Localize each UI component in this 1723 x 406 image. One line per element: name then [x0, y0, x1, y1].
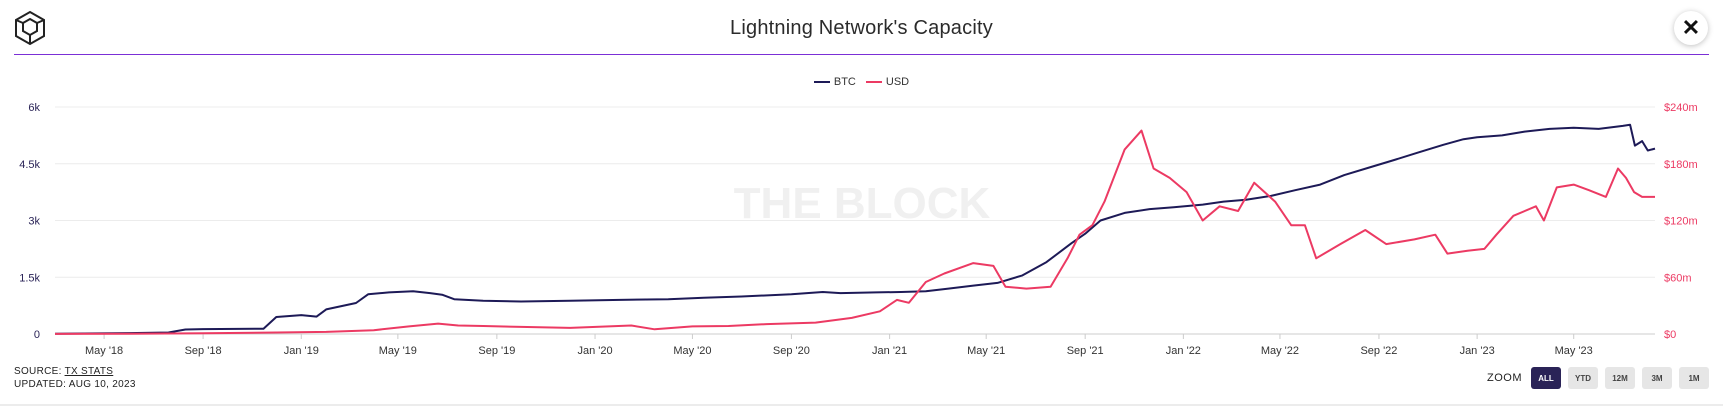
x-tick-label: May '22	[1261, 345, 1299, 357]
zoom-all-button[interactable]: ALL	[1531, 367, 1561, 389]
source-prefix: SOURCE:	[14, 366, 65, 377]
zoom-controls: ZOOM ALL YTD 12M 3M 1M	[1487, 367, 1709, 389]
watermark: THE BLOCK	[734, 179, 991, 228]
close-icon[interactable]: ✕	[1681, 15, 1701, 40]
legend-item-btc[interactable]: BTC	[813, 76, 856, 88]
chart-title: Lightning Network's Capacity	[730, 17, 993, 39]
x-tick-label: May '19	[379, 345, 417, 357]
zoom-3m-button[interactable]: 3M	[1642, 367, 1672, 389]
chart-legend: BTC USD	[0, 76, 1723, 88]
zoom-1m-button[interactable]: 1M	[1679, 367, 1709, 389]
y-right-tick-label: $60m	[1664, 272, 1692, 284]
the-block-cube-icon[interactable]	[12, 10, 48, 46]
capacity-chart: THE BLOCK 0 1.5k 3k 4.5k 6k $0 $60m $120m $180m…	[19, 102, 1698, 357]
y-left-tick-label: 1.5k	[19, 272, 40, 284]
legend-swatch-btc	[813, 81, 830, 83]
source-note: SOURCE: TX STATS	[14, 366, 113, 377]
y-left-tick-label: 3k	[28, 216, 40, 228]
x-tick-label: May '23	[1555, 345, 1593, 357]
x-tick-label: Jan '21	[872, 345, 907, 357]
x-tick-label: Sep '18	[185, 345, 222, 357]
y-right-tick-label: $120m	[1664, 216, 1698, 228]
y-left-tick-label: 0	[34, 329, 40, 341]
header-divider	[14, 54, 1709, 55]
y-left-tick-label: 4.5k	[19, 159, 40, 171]
legend-swatch-usd	[865, 81, 882, 83]
x-tick-label: Sep '19	[478, 345, 515, 357]
legend-item-usd[interactable]: USD	[865, 76, 910, 88]
updated-note: UPDATED: AUG 10, 2023	[14, 379, 136, 390]
y-right-tick-label: $0	[1664, 329, 1676, 341]
series-line-usd	[54, 129, 1655, 335]
x-tick-label: May '18	[85, 345, 123, 357]
legend-label-usd: USD	[885, 76, 910, 88]
y-left-tick-label: 6k	[28, 102, 40, 114]
x-tick-label: Sep '21	[1067, 345, 1104, 357]
x-tick-label: Jan '20	[577, 345, 612, 357]
x-tick-label: Sep '22	[1360, 345, 1397, 357]
x-tick-label: Jan '19	[284, 345, 319, 357]
x-tick-label: Sep '20	[773, 345, 810, 357]
source-link[interactable]: TX STATS	[64, 366, 114, 377]
series-line-btc	[54, 123, 1656, 335]
x-tick-label: Jan '22	[1166, 345, 1201, 357]
close-button[interactable]: ✕	[1674, 11, 1708, 45]
y-right-tick-label: $180m	[1664, 159, 1698, 171]
x-tick-label: Jan '23	[1460, 345, 1495, 357]
legend-label-btc: BTC	[833, 76, 856, 88]
x-tick-label: May '21	[967, 345, 1005, 357]
x-tick-label: May '20	[673, 345, 711, 357]
y-right-tick-label: $240m	[1664, 102, 1698, 114]
bottom-border	[0, 404, 1723, 406]
zoom-12m-button[interactable]: 12M	[1605, 367, 1635, 389]
zoom-label: ZOOM	[1487, 372, 1522, 384]
zoom-ytd-button[interactable]: YTD	[1568, 367, 1598, 389]
